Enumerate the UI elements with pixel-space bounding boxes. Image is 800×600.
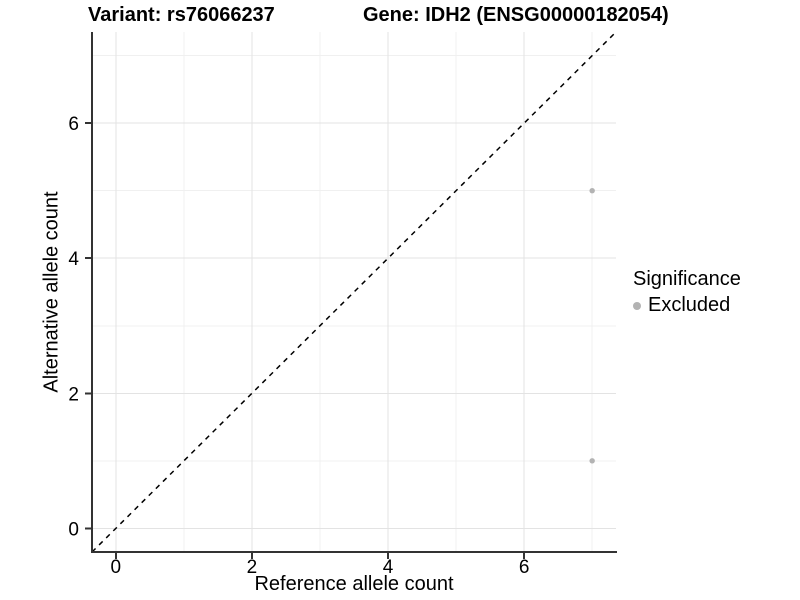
- gene-title: Gene: IDH2 (ENSG00000182054): [363, 4, 669, 26]
- x-tick-label: 6: [519, 557, 530, 578]
- legend-title: Significance: [633, 268, 741, 290]
- y-tick-label: 0: [68, 519, 79, 540]
- legend-item-excluded: Excluded: [633, 294, 741, 317]
- y-tick-label: 4: [68, 249, 79, 270]
- x-tick-label: 2: [247, 557, 258, 578]
- data-point: [589, 188, 595, 194]
- x-tick-label: 0: [111, 557, 122, 578]
- y-axis-title: Alternative allele count: [40, 191, 63, 393]
- y-tick-label: 6: [68, 114, 79, 135]
- x-tick-label: 4: [383, 557, 394, 578]
- data-point: [589, 458, 595, 464]
- x-axis-title: Reference allele count: [254, 573, 454, 595]
- legend-point-icon: [633, 301, 641, 310]
- variant-title: Variant: rs76066237: [88, 4, 275, 26]
- legend: Significance Excluded: [633, 268, 741, 317]
- y-tick-label: 2: [68, 384, 79, 405]
- legend-item-label: Excluded: [648, 294, 731, 316]
- identity-dashed-line: [91, 31, 617, 553]
